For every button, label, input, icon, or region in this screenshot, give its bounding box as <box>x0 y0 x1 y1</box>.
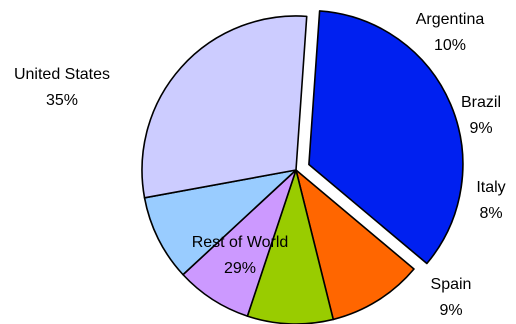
pie-labels: United States 35% Argentina 10% Brazil 9% Ital… <box>14 11 506 319</box>
slice-value-label-argentina: 10% <box>434 37 466 54</box>
slice-label-spain: Spain <box>431 276 472 293</box>
slice-label-united-states: United States <box>14 66 110 83</box>
slice-label-brazil: Brazil <box>461 94 501 111</box>
slice-value-label-rest-of-world: 29% <box>224 260 256 277</box>
slice-value-label-spain: 9% <box>439 302 462 319</box>
slice-value-label-brazil: 9% <box>469 120 492 137</box>
pie-slice-spain <box>143 169 297 276</box>
slice-value-label-italy: 8% <box>479 205 502 222</box>
slice-label-argentina: Argentina <box>416 11 485 28</box>
slice-value-label-united-states: 35% <box>46 92 78 109</box>
slice-label-rest-of-world: Rest of World <box>192 234 289 251</box>
pie-slice-rest-of-world <box>141 15 308 199</box>
pie-slices <box>141 10 464 324</box>
pie-slice-united-states <box>308 10 464 265</box>
slice-label-italy: Italy <box>476 179 505 196</box>
pie-slice-argentina <box>295 169 415 321</box>
